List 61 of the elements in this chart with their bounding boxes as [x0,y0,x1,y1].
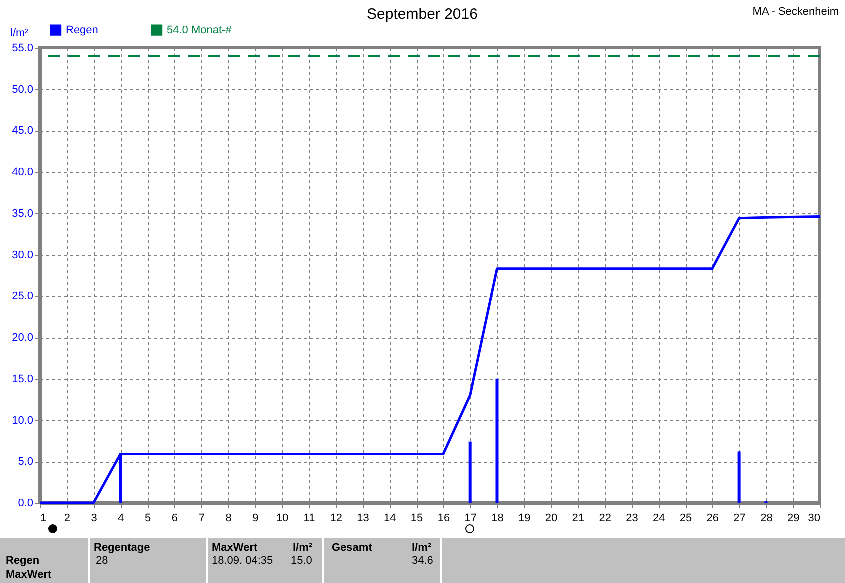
y-tick-label: 45.0 [12,125,34,138]
x-tick-label: 21 [572,512,585,524]
text: Regentage [94,542,150,554]
x-tick-label: 20 [545,512,558,524]
bar [468,442,472,503]
x-tick-label: 25 [680,512,692,524]
text: 34.6 [412,555,434,567]
y-tick-label: 40.0 [12,166,34,179]
text: MaxWert [6,569,52,581]
x-tick-label: 1 [40,512,47,524]
bar [496,378,499,503]
text: MaxWert [212,542,258,554]
y-tick-label: 20.0 [12,332,34,344]
x-tick-label: 22 [599,512,612,524]
y-tick-label: 30.0 [12,249,34,262]
chart-subtitle: MA - Seckenheim [752,6,839,18]
text: l/m² [412,542,432,554]
x-tick-label: 18 [492,512,504,524]
x-tick-label: 5 [145,512,152,524]
x-tick-label: 3 [91,512,98,524]
x-tick-label: 30 [808,512,820,524]
y-tick-label: 25.0 [12,290,34,303]
x-tick-label: 12 [330,512,342,524]
legend-label: 54.0 Monat-# [167,24,233,36]
y-tick-label: 15.0 [12,373,34,386]
bar [738,452,741,503]
text: l/m² [293,542,313,554]
y-tick-label: 50.0 [12,84,34,96]
text: Regen [6,555,40,567]
x-tick-label: 14 [384,512,396,524]
x-tick-label: 15 [410,512,424,524]
x-tick-label: 13 [357,512,370,524]
x-tick-label: 9 [252,512,259,524]
x-tick-label: 26 [706,512,720,524]
x-tick-label: 19 [518,512,531,524]
y-tick-label: 0.0 [18,498,34,510]
x-tick-label: 7 [198,512,205,524]
x-tick-label: 24 [652,512,666,524]
x-tick-label: 17 [464,512,477,524]
legend-label: Regen [66,24,98,36]
text: 18.09. 04:35 [212,555,274,567]
x-tick-label: 29 [787,512,800,524]
y-tick-label: 35.0 [12,208,34,220]
text: 28 [96,555,108,567]
x-tick-label: 8 [226,512,232,524]
x-tick-label: 16 [438,512,450,524]
x-tick-label: 2 [64,512,70,524]
x-tick-label: 28 [760,512,773,524]
x-tick-label: 23 [626,512,638,524]
y-axis-title: l/m² [10,28,30,40]
x-tick-label: 11 [304,512,316,524]
text: Gesamt [332,542,372,554]
y-tick-label: 55.0 [12,42,34,54]
x-tick-label: 6 [172,512,178,524]
y-tick-label: 10.0 [12,414,34,427]
text: 15.0 [291,555,312,567]
x-tick-label: 4 [118,512,124,524]
x-tick-label: 10 [276,512,289,524]
chart-title: September 2016 [367,6,478,23]
x-tick-label: 27 [734,512,746,524]
y-tick-label: 5.0 [18,456,34,468]
